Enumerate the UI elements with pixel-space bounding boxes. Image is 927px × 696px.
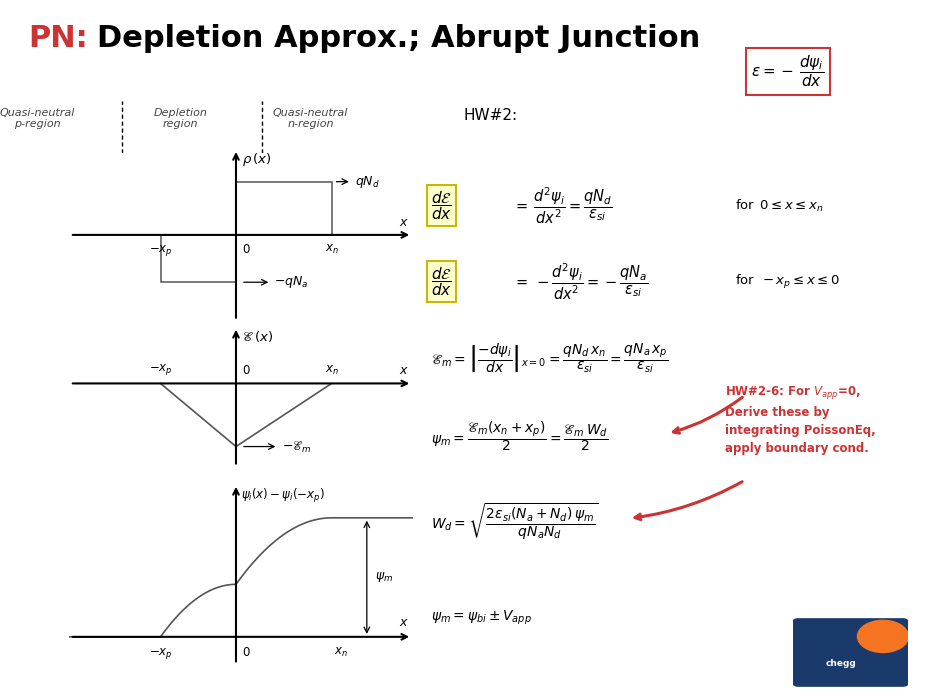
Text: HW#2-6: For $V_{app}$=0,
Derive these by
integrating PoissonEq,
apply boundary c: HW#2-6: For $V_{app}$=0, Derive these by… — [725, 384, 876, 455]
Text: $-x_p$: $-x_p$ — [148, 243, 172, 258]
Text: Quasi-neutral
n-region: Quasi-neutral n-region — [273, 108, 349, 129]
Text: $x_n$: $x_n$ — [324, 364, 338, 377]
Text: $\varepsilon = -\,\dfrac{d\psi_i}{dx}$: $\varepsilon = -\,\dfrac{d\psi_i}{dx}$ — [751, 54, 825, 89]
Text: Depletion
region: Depletion region — [154, 108, 208, 129]
Text: $\psi_i(x) - \psi_i(-x_p)$: $\psi_i(x) - \psi_i(-x_p)$ — [241, 487, 324, 505]
Text: $\psi_m = \psi_{bi} \pm V_{app}$: $\psi_m = \psi_{bi} \pm V_{app}$ — [431, 608, 532, 627]
Text: PN:: PN: — [28, 24, 87, 54]
FancyBboxPatch shape — [793, 618, 908, 687]
Text: $x$: $x$ — [400, 364, 409, 377]
Text: $W_d = \sqrt{\dfrac{2\varepsilon_{si}(N_a + N_d)\,\psi_m}{qN_a N_d}}$: $W_d = \sqrt{\dfrac{2\varepsilon_{si}(N_… — [431, 501, 599, 541]
Text: $x$: $x$ — [400, 216, 409, 229]
Text: $\dfrac{d\mathcal{E}}{dx}$: $\dfrac{d\mathcal{E}}{dx}$ — [431, 265, 452, 298]
Text: $qN_d$: $qN_d$ — [355, 174, 380, 189]
Text: Quasi-neutral
p-region: Quasi-neutral p-region — [0, 108, 75, 129]
Text: $=\,-\dfrac{d^2\psi_i}{dx^2} = -\dfrac{qN_a}{\varepsilon_{si}}$: $=\,-\dfrac{d^2\psi_i}{dx^2} = -\dfrac{q… — [514, 261, 649, 302]
Text: $0$: $0$ — [242, 365, 250, 377]
Text: Depletion Approx.; Abrupt Junction: Depletion Approx.; Abrupt Junction — [97, 24, 701, 54]
Text: $x_n$: $x_n$ — [334, 646, 348, 658]
Text: for $\,-x_p \leq x \leq 0$: for $\,-x_p \leq x \leq 0$ — [735, 273, 840, 291]
Text: $\mathscr{E}\,(x)$: $\mathscr{E}\,(x)$ — [242, 329, 273, 344]
Text: $=\,\dfrac{d^2\psi_i}{dx^2} = \dfrac{qN_d}{\varepsilon_{si}}$: $=\,\dfrac{d^2\psi_i}{dx^2} = \dfrac{qN_… — [514, 185, 613, 226]
Text: $\psi_m$: $\psi_m$ — [375, 570, 393, 585]
Text: HW#2:: HW#2: — [464, 108, 517, 123]
Text: $\dfrac{d\mathcal{E}}{dx}$: $\dfrac{d\mathcal{E}}{dx}$ — [431, 189, 452, 222]
Text: $-x_p$: $-x_p$ — [148, 646, 172, 661]
Text: $\rho\,(x)$: $\rho\,(x)$ — [242, 151, 272, 168]
Text: chegg: chegg — [826, 659, 857, 668]
Text: $x_n$: $x_n$ — [324, 243, 338, 255]
Text: $\psi_m = \dfrac{\mathscr{E}_m(x_n + x_p)}{2} = \dfrac{\mathscr{E}_m\,W_d}{2}$: $\psi_m = \dfrac{\mathscr{E}_m(x_n + x_p… — [431, 420, 608, 454]
Text: for $\,0 \leq x \leq x_n$: for $\,0 \leq x \leq x_n$ — [735, 198, 823, 214]
Text: $-x_p$: $-x_p$ — [148, 363, 172, 377]
Text: $x$: $x$ — [400, 617, 409, 629]
Text: $-qN_a$: $-qN_a$ — [274, 274, 309, 290]
Text: $0$: $0$ — [242, 243, 250, 255]
Circle shape — [857, 620, 908, 653]
Text: $-\mathscr{E}_m$: $-\mathscr{E}_m$ — [283, 438, 312, 454]
Text: $\mathscr{E}_m = \left|\dfrac{-d\psi_i}{dx}\right|_{x=0}= \dfrac{qN_d\,x_n}{\var: $\mathscr{E}_m = \left|\dfrac{-d\psi_i}{… — [431, 340, 668, 374]
Text: $0$: $0$ — [242, 646, 250, 658]
